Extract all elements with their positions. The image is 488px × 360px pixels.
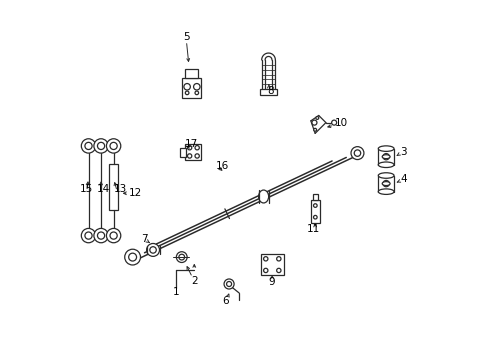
Circle shape [106,228,121,243]
Circle shape [224,279,234,289]
Circle shape [195,91,198,95]
Circle shape [85,142,92,149]
Text: 3: 3 [400,147,407,157]
Ellipse shape [378,189,393,194]
Bar [109,164,118,211]
Circle shape [193,84,200,90]
Ellipse shape [378,146,393,152]
Circle shape [315,117,318,120]
Ellipse shape [378,173,393,178]
Circle shape [185,91,188,95]
Text: 12: 12 [129,188,142,198]
Circle shape [81,228,96,243]
Ellipse shape [382,155,389,159]
Circle shape [195,145,199,150]
Bar [260,89,277,95]
Circle shape [187,145,191,150]
Circle shape [187,154,191,158]
Circle shape [149,247,156,253]
Circle shape [353,150,360,156]
Circle shape [110,142,117,149]
Circle shape [97,232,104,239]
Ellipse shape [382,181,389,185]
Circle shape [263,257,267,261]
Text: 8: 8 [267,86,273,96]
Circle shape [179,254,184,260]
Bar [182,78,201,98]
Circle shape [276,257,281,261]
Circle shape [176,252,187,262]
Circle shape [350,147,363,159]
Text: 1: 1 [173,287,179,297]
Circle shape [311,120,316,125]
Circle shape [106,139,121,153]
Circle shape [313,215,317,219]
Text: 7: 7 [141,234,147,244]
Circle shape [146,243,159,256]
Circle shape [94,139,108,153]
Circle shape [260,193,266,200]
Circle shape [110,232,117,239]
Circle shape [195,154,199,158]
Text: 17: 17 [184,139,198,149]
Circle shape [382,153,388,160]
Circle shape [183,84,190,90]
Circle shape [97,142,104,149]
Bar [185,144,201,160]
Text: 4: 4 [400,174,407,184]
Bar [310,200,319,223]
Circle shape [85,232,92,239]
Circle shape [276,268,281,273]
Bar [185,69,198,78]
Text: 9: 9 [268,277,275,287]
Text: 2: 2 [191,276,197,286]
Circle shape [331,120,336,125]
Text: 10: 10 [334,118,347,128]
Circle shape [313,129,316,131]
Circle shape [128,253,136,261]
Text: 15: 15 [80,184,93,194]
Circle shape [313,204,317,207]
Text: 11: 11 [306,224,320,234]
Text: 16: 16 [215,161,228,171]
Ellipse shape [258,190,268,203]
Text: 6: 6 [222,296,229,306]
Circle shape [81,139,96,153]
Bar [180,148,185,157]
Circle shape [382,180,388,187]
Circle shape [226,282,231,287]
Bar [312,194,317,200]
Circle shape [94,228,108,243]
Circle shape [124,249,140,265]
Text: 5: 5 [183,32,189,42]
Bar [260,254,284,275]
Circle shape [263,268,267,273]
Text: 13: 13 [114,184,127,194]
Text: 14: 14 [97,184,110,194]
Ellipse shape [378,162,393,167]
